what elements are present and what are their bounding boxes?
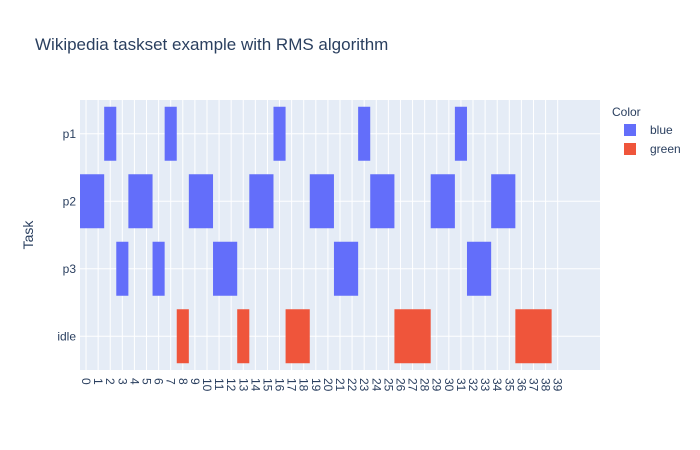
bar-p3 xyxy=(333,241,359,296)
bar-idle xyxy=(394,309,431,364)
x-tick-label: 35 xyxy=(502,378,516,392)
x-tick-label: 20 xyxy=(321,378,335,392)
x-tick-label: 25 xyxy=(381,378,395,392)
chart-title: Wikipedia taskset example with RMS algor… xyxy=(35,35,388,54)
x-tick-label: 11 xyxy=(212,378,226,391)
x-axis-ticks: 0123456789101112131415161718192021222324… xyxy=(79,378,565,392)
x-tick-label: 22 xyxy=(345,378,359,392)
bar-p1 xyxy=(164,106,177,161)
x-tick-label: 0 xyxy=(79,378,93,385)
x-tick-label: 15 xyxy=(260,378,274,392)
x-tick-label: 3 xyxy=(115,378,129,385)
x-tick-label: 1 xyxy=(91,378,105,385)
bar-p2 xyxy=(491,174,516,229)
x-tick-label: 31 xyxy=(454,378,468,392)
x-tick-label: 32 xyxy=(466,378,480,392)
y-tick-label: p2 xyxy=(63,194,77,208)
x-tick-label: 17 xyxy=(285,378,299,392)
legend-label: green xyxy=(650,142,681,156)
x-tick-label: 18 xyxy=(297,378,311,392)
x-tick-label: 26 xyxy=(393,378,407,392)
bars-layer xyxy=(80,106,552,364)
x-tick-label: 34 xyxy=(490,378,504,392)
legend-label: blue xyxy=(650,123,673,137)
bar-p2 xyxy=(309,174,334,229)
x-tick-label: 6 xyxy=(152,378,166,385)
bar-idle xyxy=(515,309,552,364)
x-tick-label: 21 xyxy=(333,378,347,392)
x-tick-label: 14 xyxy=(248,378,262,392)
bar-p2 xyxy=(249,174,274,229)
bar-p3 xyxy=(466,241,492,296)
x-tick-label: 38 xyxy=(539,378,553,392)
bar-p1 xyxy=(273,106,286,161)
bar-idle xyxy=(237,309,250,364)
bar-p2 xyxy=(188,174,214,229)
bar-p2 xyxy=(430,174,455,229)
x-tick-label: 7 xyxy=(164,378,178,385)
bar-idle xyxy=(176,309,189,364)
bar-p2 xyxy=(128,174,153,229)
legend-swatch xyxy=(624,143,636,155)
x-tick-label: 28 xyxy=(418,378,432,392)
bar-p3 xyxy=(116,241,129,296)
x-tick-label: 19 xyxy=(309,378,323,392)
x-tick-label: 8 xyxy=(176,378,190,385)
bar-p1 xyxy=(358,106,371,161)
x-tick-label: 39 xyxy=(551,378,565,392)
x-tick-label: 12 xyxy=(224,378,238,392)
bar-p3 xyxy=(152,241,165,296)
x-tick-label: 5 xyxy=(140,378,154,385)
y-axis-title: Task xyxy=(20,220,36,250)
bar-p2 xyxy=(370,174,395,229)
x-tick-label: 13 xyxy=(236,378,250,392)
x-tick-label: 23 xyxy=(357,378,371,392)
x-tick-label: 37 xyxy=(526,378,540,392)
legend: Color blue green xyxy=(612,105,681,156)
x-tick-label: 9 xyxy=(188,378,202,385)
x-tick-label: 27 xyxy=(406,378,420,392)
x-tick-label: 36 xyxy=(514,378,528,392)
bar-p1 xyxy=(454,106,467,161)
x-tick-label: 29 xyxy=(430,378,444,392)
bar-p3 xyxy=(213,241,238,296)
x-tick-label: 33 xyxy=(478,378,492,392)
y-tick-label: p3 xyxy=(63,262,77,276)
x-tick-label: 30 xyxy=(442,378,456,392)
x-tick-label: 4 xyxy=(127,378,141,385)
legend-swatch xyxy=(624,124,636,136)
y-tick-label: p1 xyxy=(63,127,77,141)
bar-idle xyxy=(285,309,310,364)
x-tick-label: 2 xyxy=(103,378,117,385)
x-tick-label: 24 xyxy=(369,378,383,392)
x-tick-label: 16 xyxy=(273,378,287,392)
y-axis-ticks: p1 p2 p3 idle xyxy=(57,127,76,344)
legend-title: Color xyxy=(612,105,641,119)
bar-p1 xyxy=(104,106,117,161)
x-tick-label: 10 xyxy=(200,378,214,392)
bar-p2 xyxy=(80,174,105,229)
y-tick-label: idle xyxy=(57,329,76,343)
